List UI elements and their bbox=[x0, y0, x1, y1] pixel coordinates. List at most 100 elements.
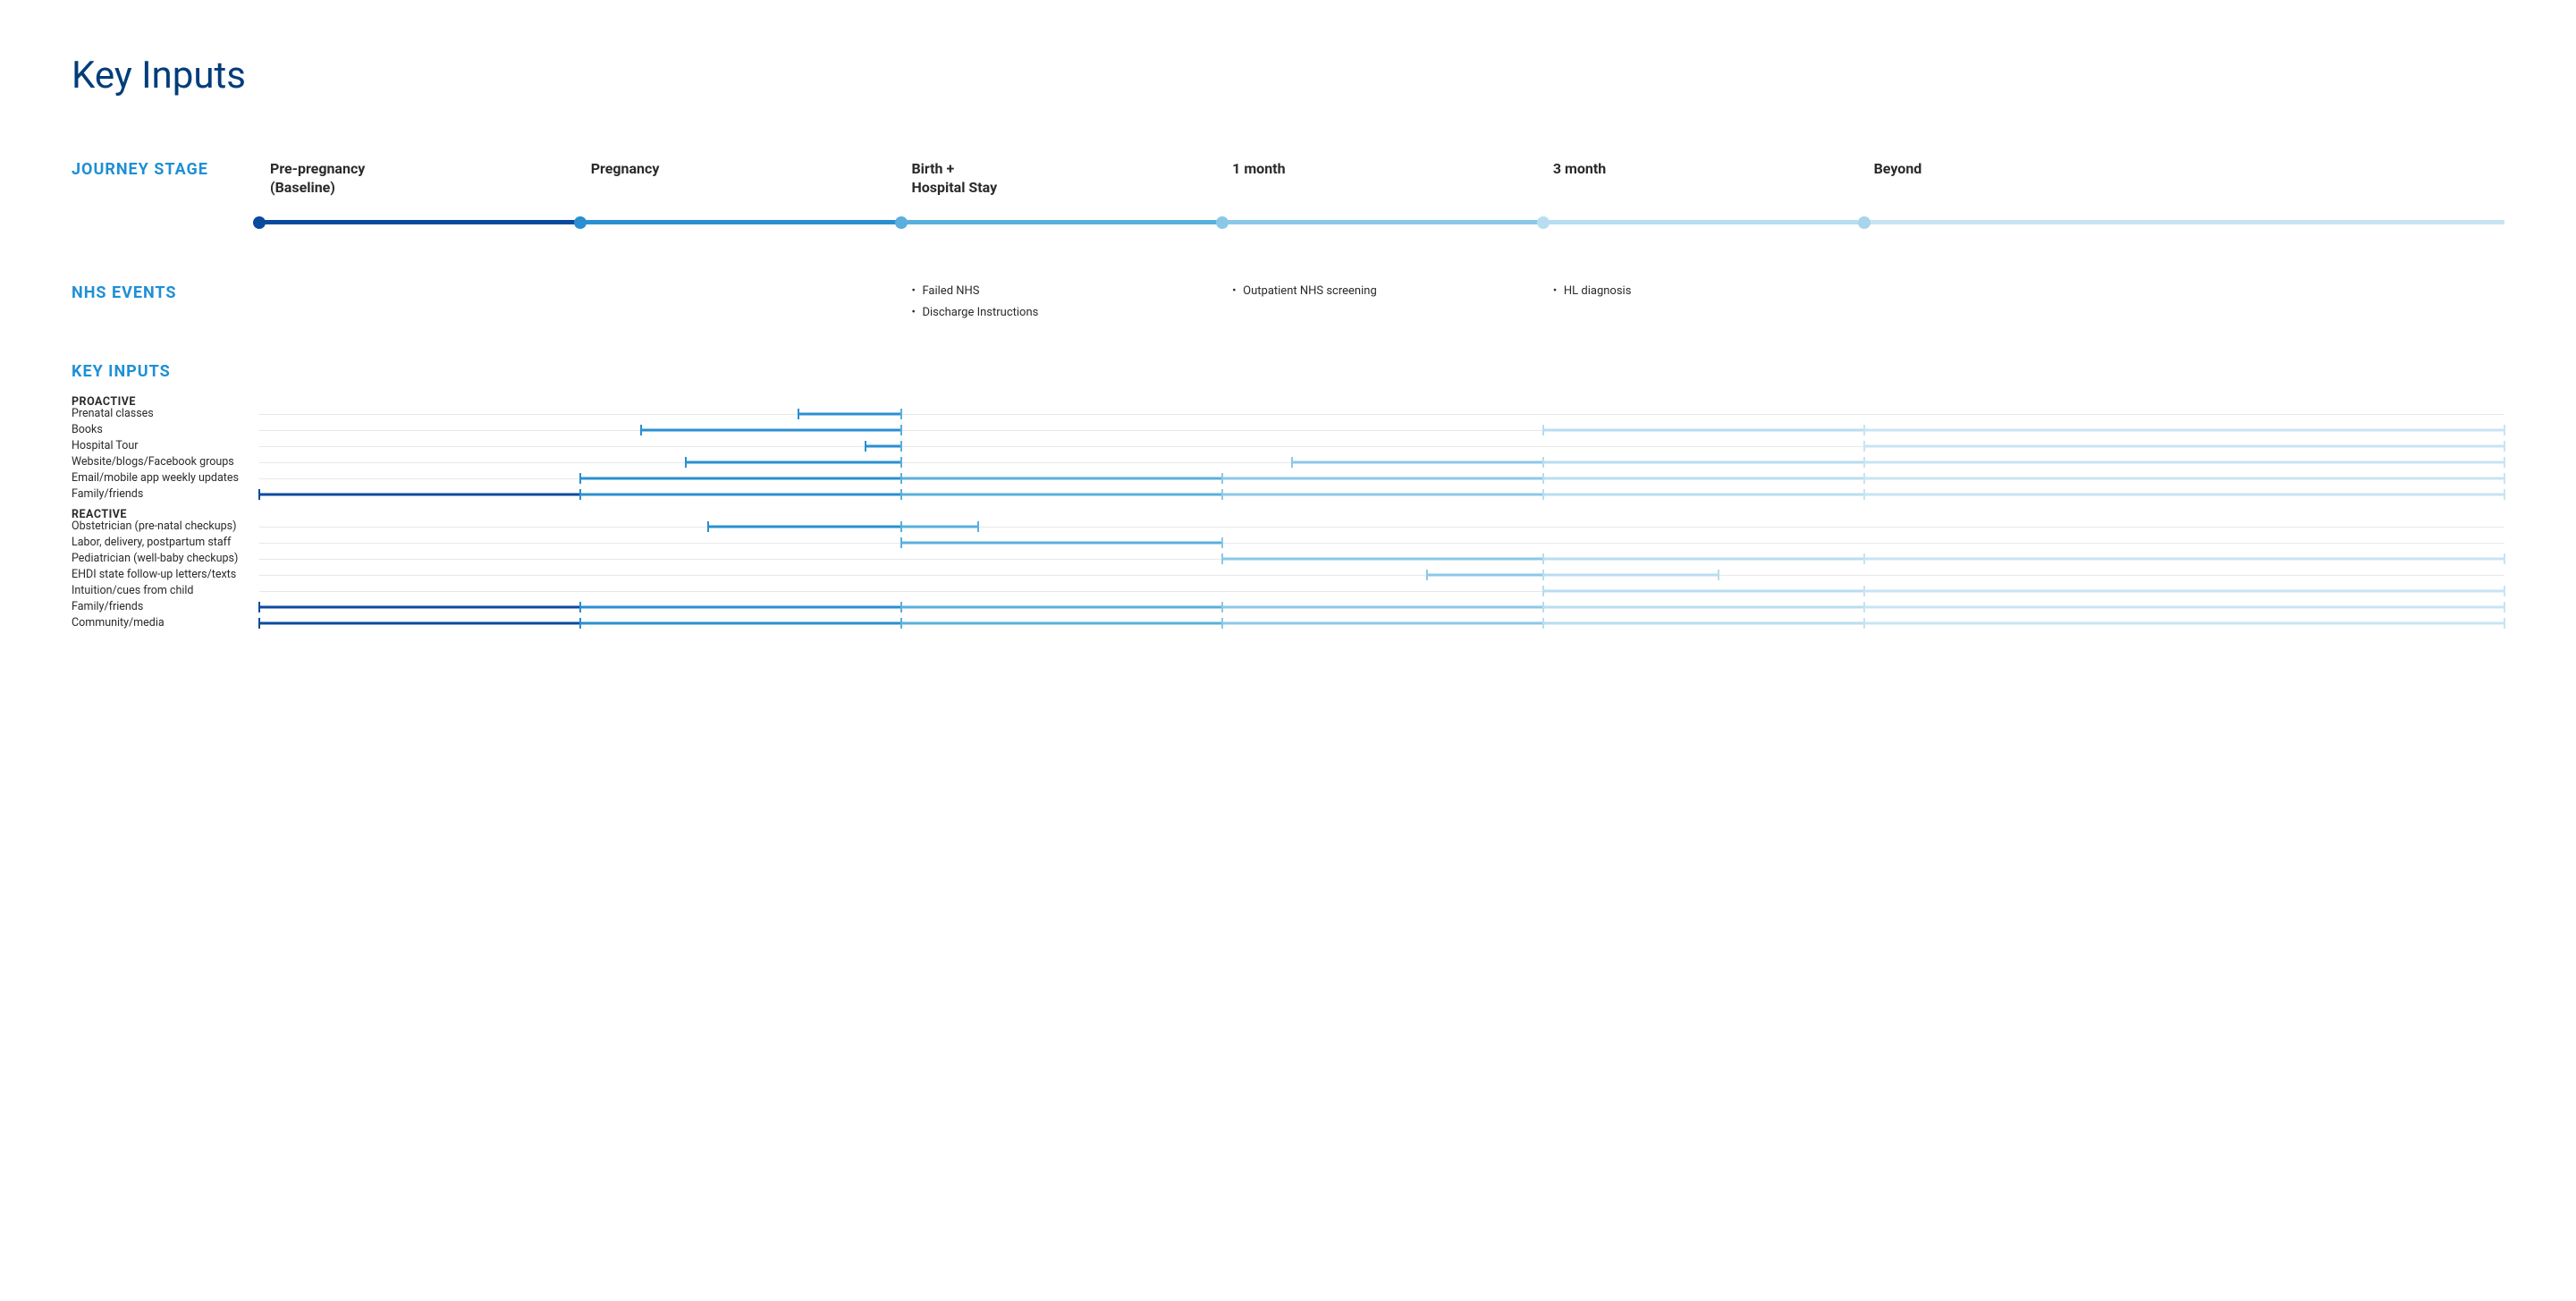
bar-tick bbox=[707, 521, 709, 532]
input-track bbox=[259, 438, 2504, 454]
bar-segment bbox=[1864, 460, 2504, 463]
bar-tick bbox=[977, 521, 979, 532]
timeline-dot bbox=[253, 216, 266, 229]
input-row: Books bbox=[72, 422, 2504, 438]
nhs-events-row: NHS EVENTS Failed NHSDischarge Instructi… bbox=[72, 283, 2504, 326]
bar-segment bbox=[1222, 493, 1543, 495]
bar-tick bbox=[1863, 425, 1865, 435]
input-label: Pediatrician (well-baby checkups) bbox=[72, 552, 259, 565]
input-row: Hospital Tour bbox=[72, 438, 2504, 454]
stage-label: Birth +Hospital Stay bbox=[900, 160, 1221, 198]
input-track bbox=[259, 454, 2504, 470]
input-track bbox=[259, 599, 2504, 615]
bar-segment bbox=[1864, 493, 2504, 495]
input-label: Intuition/cues from child bbox=[72, 584, 259, 597]
bar-segment bbox=[901, 605, 1222, 608]
timeline-dot bbox=[895, 216, 908, 229]
bar-segment bbox=[259, 493, 580, 495]
bar-tick bbox=[865, 441, 866, 452]
input-label: Books bbox=[72, 423, 259, 436]
input-label: Family/friends bbox=[72, 487, 259, 501]
journey-stage-label: JOURNEY STAGE bbox=[72, 160, 249, 179]
bar-tick bbox=[685, 457, 687, 468]
input-row: Website/blogs/Facebook groups bbox=[72, 454, 2504, 470]
bar-tick bbox=[2504, 553, 2505, 564]
bar-segment bbox=[1864, 557, 2504, 560]
stage-label: 3 month bbox=[1542, 160, 1863, 198]
bar-tick bbox=[1863, 473, 1865, 484]
bar-segment bbox=[1864, 605, 2504, 608]
bar-tick bbox=[1542, 457, 1544, 468]
bar-segment bbox=[1543, 493, 1864, 495]
input-label: Labor, delivery, postpartum staff bbox=[72, 536, 259, 549]
bar-tick bbox=[900, 618, 902, 629]
bar-tick bbox=[2504, 441, 2505, 452]
events-col: Failed NHSDischarge Instructions bbox=[900, 283, 1221, 326]
key-inputs-header-row: KEY INPUTS bbox=[72, 362, 2504, 381]
timeline-dot bbox=[574, 216, 587, 229]
input-track bbox=[259, 615, 2504, 631]
bar-segment bbox=[1543, 605, 1864, 608]
bar-segment bbox=[901, 541, 1222, 544]
input-row: Intuition/cues from child bbox=[72, 583, 2504, 599]
bar-tick bbox=[900, 473, 902, 484]
events-col bbox=[580, 283, 901, 326]
bar-tick bbox=[2504, 473, 2505, 484]
bar-tick bbox=[900, 521, 902, 532]
timeline-segment bbox=[901, 220, 1222, 224]
bar-segment bbox=[866, 444, 901, 447]
input-track bbox=[259, 406, 2504, 422]
stage-label: 1 month bbox=[1221, 160, 1542, 198]
input-label: Community/media bbox=[72, 616, 259, 629]
bar-tick bbox=[579, 602, 581, 612]
bar-tick bbox=[1863, 553, 1865, 564]
input-track bbox=[259, 486, 2504, 503]
bar-segment bbox=[1543, 557, 1864, 560]
input-row: Obstetrician (pre-natal checkups) bbox=[72, 519, 2504, 535]
bar-segment bbox=[1292, 460, 1543, 463]
bar-tick bbox=[1542, 570, 1544, 580]
events-col: HL diagnosis bbox=[1542, 283, 1863, 326]
bar-tick bbox=[2504, 489, 2505, 500]
bar-segment bbox=[580, 605, 901, 608]
bar-segment bbox=[1427, 573, 1544, 576]
bar-tick bbox=[1221, 618, 1223, 629]
bar-tick bbox=[1542, 586, 1544, 596]
input-label: Hospital Tour bbox=[72, 439, 259, 452]
bar-segment bbox=[1543, 589, 1864, 592]
bar-tick bbox=[900, 425, 902, 435]
input-track bbox=[259, 567, 2504, 583]
bar-tick bbox=[1542, 473, 1544, 484]
events-col bbox=[259, 283, 580, 326]
bar-segment bbox=[1222, 557, 1543, 560]
bar-segment bbox=[1543, 460, 1864, 463]
input-track bbox=[259, 519, 2504, 535]
bar-segment bbox=[1864, 477, 2504, 479]
bar-segment bbox=[1222, 605, 1543, 608]
bar-tick bbox=[1221, 473, 1223, 484]
bar-segment bbox=[708, 525, 901, 528]
bar-tick bbox=[2504, 602, 2505, 612]
bar-segment bbox=[686, 460, 901, 463]
timeline-dot bbox=[1537, 216, 1550, 229]
bar-segment bbox=[580, 621, 901, 624]
events-col bbox=[1863, 283, 2184, 326]
bar-tick bbox=[1863, 441, 1865, 452]
nhs-events-label: NHS EVENTS bbox=[72, 283, 249, 302]
bar-tick bbox=[1221, 553, 1223, 564]
bar-tick bbox=[258, 602, 260, 612]
bar-segment bbox=[1543, 477, 1864, 479]
events-col bbox=[2183, 283, 2504, 326]
bar-tick bbox=[900, 602, 902, 612]
timeline-segment bbox=[1222, 220, 1543, 224]
input-track bbox=[259, 535, 2504, 551]
bar-tick bbox=[1863, 489, 1865, 500]
nhs-events-columns: Failed NHSDischarge InstructionsOutpatie… bbox=[259, 283, 2504, 326]
bar-tick bbox=[1221, 489, 1223, 500]
input-label: Prenatal classes bbox=[72, 407, 259, 420]
bar-tick bbox=[2504, 457, 2505, 468]
timeline-segment bbox=[1864, 220, 2504, 224]
bar-tick bbox=[1426, 570, 1428, 580]
bar-segment bbox=[1864, 589, 2504, 592]
bar-segment bbox=[901, 525, 977, 528]
